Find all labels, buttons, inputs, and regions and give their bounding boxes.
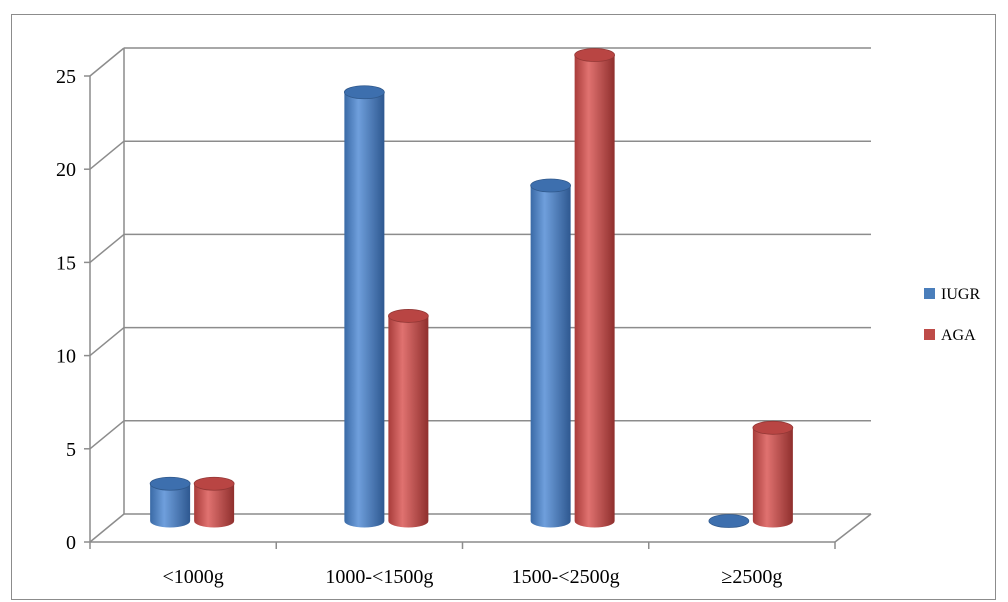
y-tick-label: 20 <box>56 159 76 181</box>
legend-swatch-iugr <box>924 288 935 299</box>
bar-top <box>708 514 750 528</box>
x-tick-label: ≥2500g <box>721 566 782 588</box>
bar-aga-3 <box>752 420 794 528</box>
y-tick-label: 25 <box>56 66 76 88</box>
side-gridline-25 <box>89 47 125 77</box>
y-tick-label: 15 <box>56 252 76 274</box>
bar-top <box>149 476 191 491</box>
gridlines <box>89 47 871 543</box>
bar-body <box>194 483 235 528</box>
legend-swatch-aga <box>924 329 935 340</box>
y-tick-label: 5 <box>66 439 76 461</box>
bar-iugr-2 <box>530 178 572 528</box>
bar-body <box>574 55 615 528</box>
bar-body <box>530 185 571 528</box>
side-gridline-20 <box>89 140 125 170</box>
bar-body <box>150 483 191 528</box>
bar-iugr-3 <box>708 514 750 528</box>
side-gridline-15 <box>89 233 125 263</box>
side-gridline-0 <box>89 513 125 543</box>
legend: IUGR AGA <box>924 286 980 344</box>
bar-top <box>574 48 616 62</box>
bar-iugr-0 <box>149 476 191 528</box>
bar-top <box>530 178 572 193</box>
floor-right-edge <box>834 513 872 543</box>
bar-body <box>388 315 429 528</box>
side-gridline-10 <box>89 327 125 357</box>
x-tick-label: <1000g <box>162 566 223 588</box>
bar-top <box>752 420 794 435</box>
bar-aga-1 <box>387 309 429 528</box>
bars <box>149 48 794 528</box>
bar-aga-2 <box>574 48 616 528</box>
x-tick-label: 1000-<1500g <box>325 566 433 588</box>
side-gridline-5 <box>89 420 125 450</box>
y-tick-label: 10 <box>56 346 76 368</box>
bar-body <box>752 427 793 528</box>
bar-top <box>387 309 429 323</box>
legend-label-aga: AGA <box>941 327 976 344</box>
tick-labels: 0 5 10 15 20 25 <1000g 1000-<1500g 1500-<2500g ≥2… <box>56 66 782 588</box>
bar-top <box>193 476 235 491</box>
x-tick-label: 1500-<2500g <box>512 566 620 588</box>
bar-top <box>343 85 385 100</box>
legend-label-iugr: IUGR <box>941 286 980 303</box>
bar-aga-0 <box>193 476 235 528</box>
bar-iugr-1 <box>343 85 385 528</box>
y-tick-label: 0 <box>66 532 76 554</box>
axes <box>84 75 872 549</box>
bar-body <box>344 92 385 528</box>
